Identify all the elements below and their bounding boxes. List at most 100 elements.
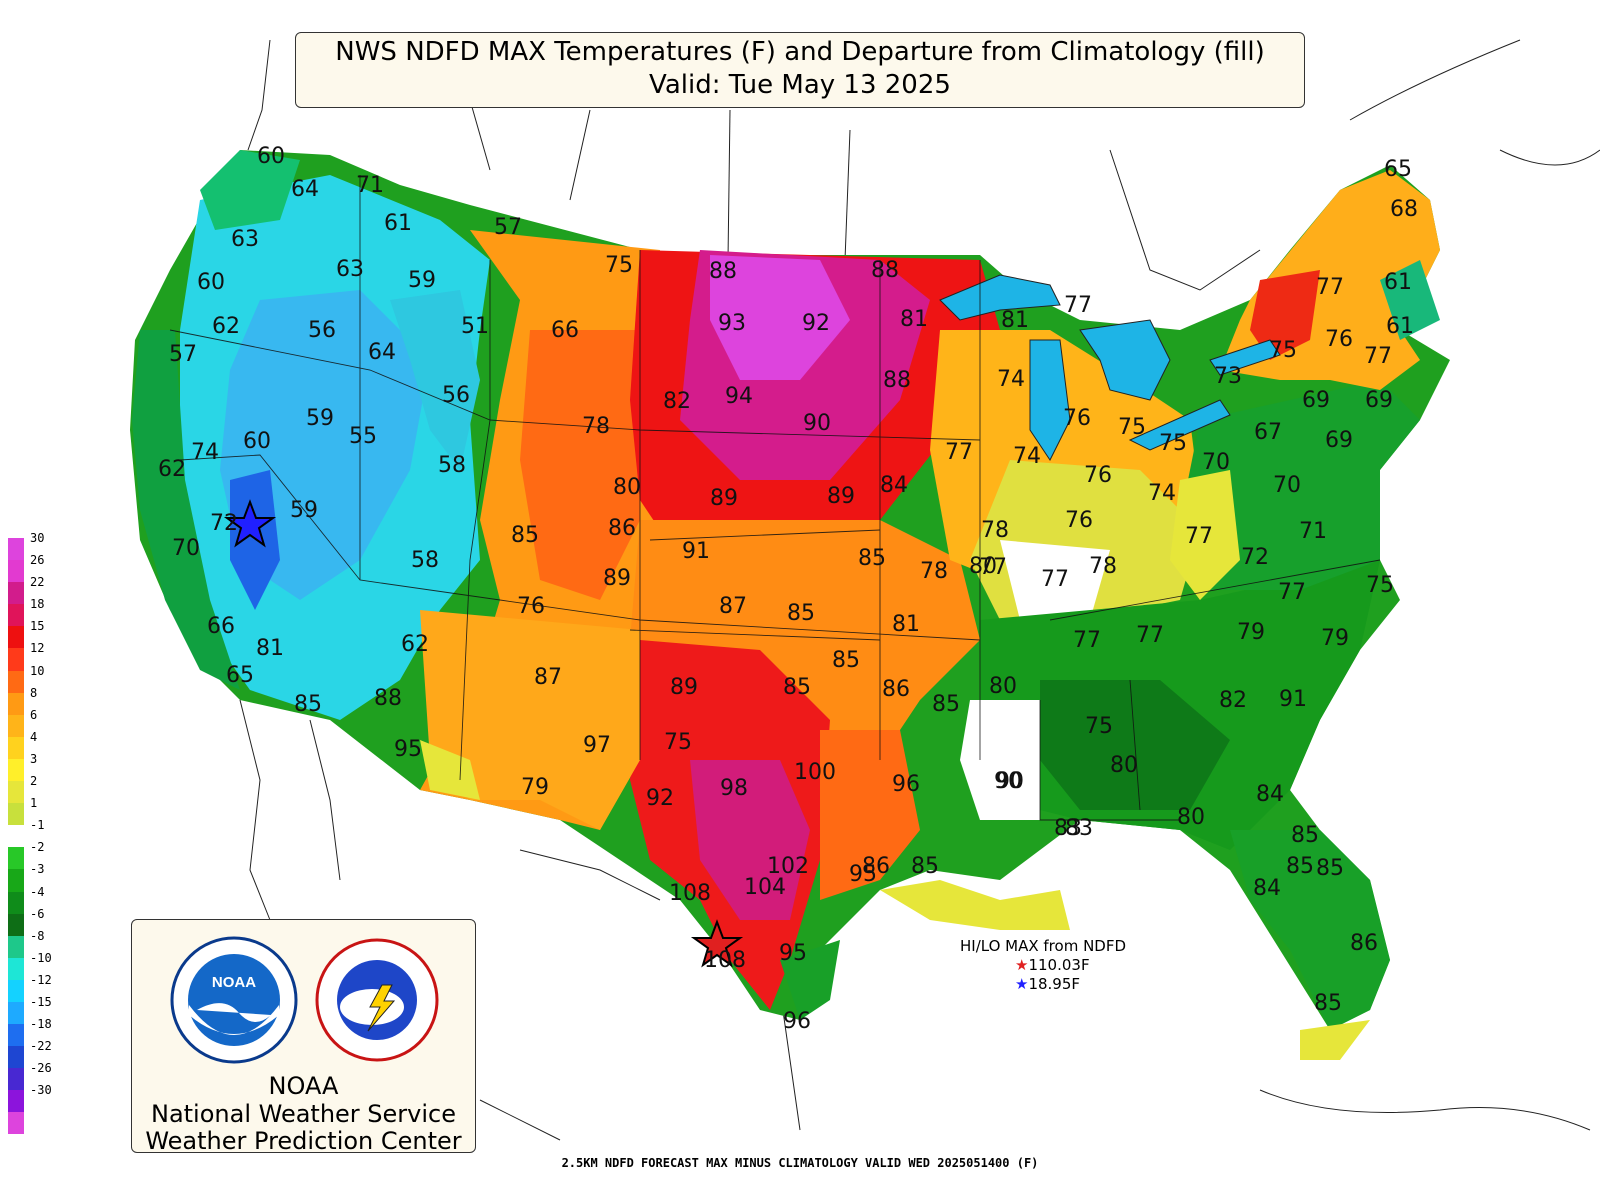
temperature-label: 66 [551, 318, 579, 343]
legend-swatch [8, 825, 24, 848]
temperature-label: 58 [411, 548, 439, 573]
hi-max-star [690, 919, 744, 968]
temperature-label: 80 [969, 554, 997, 579]
temperature-label: 67 [1254, 420, 1282, 445]
legend-label: -30 [30, 1083, 52, 1098]
temperature-label: 102 [767, 854, 809, 879]
great-lakes [939, 274, 1281, 461]
temperature-label: 86 [882, 677, 910, 702]
temperature-label: 77 [1136, 623, 1164, 648]
temperature-label: 63 [231, 227, 259, 252]
legend-label: -6 [30, 906, 45, 921]
temperature-label: 61 [1384, 270, 1412, 295]
legend-swatch [8, 891, 24, 914]
logo-line-2: National Weather Service [150, 1100, 456, 1128]
temperature-label: 85 [787, 601, 815, 626]
legend-swatch [8, 935, 24, 958]
legend-swatch [8, 1068, 24, 1091]
legend-label: 15 [30, 619, 45, 634]
temperature-label: 81 [1001, 308, 1029, 333]
legend-label: -3 [30, 862, 45, 877]
temperature-label: 62 [212, 314, 240, 339]
temperature-label: 74 [191, 440, 219, 465]
temperature-label: 91 [682, 539, 710, 564]
legend-row: -22 [8, 1039, 68, 1069]
legend-label: 3 [30, 751, 38, 766]
legend-label: -26 [30, 1061, 52, 1076]
legend-label: 22 [30, 575, 45, 590]
legend-label: -8 [30, 928, 45, 943]
legend-row: -8 [8, 929, 68, 958]
legend-row: 6 [8, 708, 68, 737]
temperature-label: 76 [1063, 406, 1091, 431]
legend-label: 30 [30, 531, 45, 545]
legend-swatch [8, 538, 24, 561]
temperature-label: 60 [243, 429, 271, 454]
temperature-label: 56 [308, 318, 336, 343]
temperature-label: 64 [368, 340, 396, 365]
temperature-label: 61 [384, 211, 412, 236]
temperature-label: 87 [719, 594, 747, 619]
lo-star-icon: ★ [1015, 975, 1029, 993]
legend-row: 22 [8, 575, 68, 605]
legend-swatch [8, 957, 24, 980]
temperature-label: 81 [256, 636, 284, 661]
temperature-label: 74 [997, 367, 1025, 392]
legend-swatch [8, 1112, 24, 1135]
legend-swatch [8, 648, 24, 671]
temperature-label: 79 [1321, 626, 1349, 651]
legend-swatch [8, 582, 24, 605]
legend-swatch [8, 869, 24, 892]
temperature-label: 80 [989, 674, 1017, 699]
legend-label: -2 [30, 840, 45, 855]
temperature-label: 62 [401, 632, 429, 657]
temperature-label: 108 [669, 881, 711, 906]
temperature-label: 104 [744, 875, 786, 900]
temperature-label: 64 [291, 177, 319, 202]
legend-row: -30 [8, 1083, 68, 1113]
logo-line-3: Weather Prediction Center [145, 1127, 462, 1155]
temperature-label: 84 [1256, 782, 1284, 807]
temperature-label: 83 [1065, 816, 1093, 841]
svg-text:NOAA: NOAA [212, 974, 256, 991]
temperature-label: 86 [1350, 931, 1378, 956]
temperature-label: 76 [1325, 327, 1353, 352]
legend-row: -18 [8, 1017, 68, 1047]
temperature-label: 97 [583, 733, 611, 758]
temperature-label: 89 [827, 484, 855, 509]
temperature-label: 88 [374, 686, 402, 711]
legend-row: 18 [8, 597, 68, 627]
temperature-label: 77 [1073, 628, 1101, 653]
temperature-label: 78 [582, 414, 610, 439]
legend-row: -4 [8, 885, 68, 914]
lo-max-star [223, 499, 277, 548]
temperature-label: 86 [608, 516, 636, 541]
legend-swatch [8, 604, 24, 627]
temperature-label: 72 [1241, 545, 1269, 570]
temperature-label: 77 [979, 555, 1007, 580]
temperature-label: 94 [725, 384, 753, 409]
legend-swatch [8, 1024, 24, 1047]
legend-row: -6 [8, 907, 68, 936]
temperature-label: 95 [849, 862, 877, 887]
temperature-label: 75 [605, 253, 633, 278]
temperature-label: 96 [783, 1009, 811, 1034]
legend-swatch [8, 626, 24, 649]
temperature-label: 75 [1159, 431, 1187, 456]
hilo-hi: ★110.03F [1015, 956, 1090, 974]
legend-row: -3 [8, 862, 68, 892]
temperature-label: 84 [880, 473, 908, 498]
temperature-label: 80 [1177, 805, 1205, 830]
temperature-label: 90 [803, 411, 831, 436]
legend-label: -12 [30, 972, 52, 987]
temperature-label: 86 [862, 854, 890, 879]
temperature-label: 85 [1316, 856, 1344, 881]
temperature-label: 75 [1118, 415, 1146, 440]
legend-row: 10 [8, 664, 68, 693]
temperature-label: 85 [932, 692, 960, 717]
legend-row: 4 [8, 730, 68, 759]
legend-swatch [8, 781, 24, 804]
temperature-label: 88 [871, 258, 899, 283]
temperature-label: 71 [1299, 519, 1327, 544]
temperature-label: 77 [945, 440, 973, 465]
